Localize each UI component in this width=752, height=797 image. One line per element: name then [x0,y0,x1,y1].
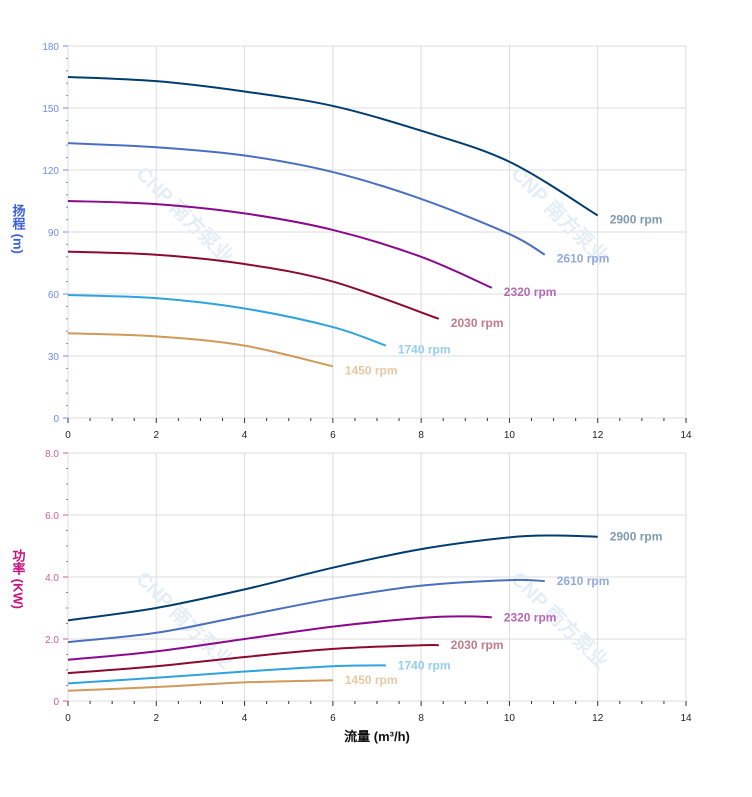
y-tick-label: 8.0 [45,449,59,460]
y-axis-label: 扬程 (m) [11,203,26,253]
y-tick-label: 6.0 [45,511,59,522]
x-tick-label: 12 [592,713,604,724]
y-tick-label: 120 [42,166,59,177]
x-axis-label: 流量 (m³/h) [344,729,410,744]
series-label: 1740 rpm [398,343,451,357]
watermark-logo: CNP 南方泵业 [131,162,238,269]
x-tick-label: 2 [154,430,160,441]
series-label: 2610 rpm [557,574,610,588]
series-label: 2030 rpm [451,638,504,652]
x-tick-label: 4 [242,430,248,441]
chart-panel-1: 0 2 4 6 8 10 12 14 0 2.0 4.0 6.0 8.0 功率 (KW) 流量 (m³/h)… [11,449,692,744]
x-tick-label: 14 [680,430,692,441]
y-tick-label: 90 [48,228,60,239]
y-axis-label: 功率 (KW) [11,549,26,609]
x-tick-label: 14 [680,713,692,724]
series-line-2900-rpm [67,534,598,622]
series-line-2030-rpm [67,250,440,320]
series-label: 1450 rpm [345,673,398,687]
series-line-1740-rpm [67,294,387,347]
x-tick-label: 8 [418,713,424,724]
y-tick-label: 180 [42,42,59,53]
chart-panel-0: 0 2 4 6 8 10 12 14 0 30 60 90 120 150 180 扬程 (m) CNP 南方泵… [11,42,692,441]
series-line-2320-rpm [67,615,492,661]
series-line-2610-rpm [67,578,545,644]
y-tick-label: 150 [42,104,59,115]
x-tick-label: 12 [592,430,604,441]
series-line-1740-rpm [67,664,386,685]
series-label: 2320 rpm [504,285,557,299]
x-tick-label: 8 [418,430,424,441]
y-tick-label: 60 [48,290,60,301]
series-label: 1450 rpm [345,363,398,377]
x-tick-label: 2 [154,713,160,724]
x-tick-label: 10 [504,430,516,441]
x-tick-label: 10 [504,713,516,724]
x-tick-label: 0 [65,430,71,441]
x-tick-label: 0 [65,713,71,724]
series-label: 2900 rpm [610,212,663,226]
series-line-2610-rpm [67,142,546,256]
series-label: 1740 rpm [398,658,451,672]
x-tick-label: 4 [242,713,248,724]
series-line-2900-rpm [67,76,599,217]
series-line-1450-rpm [67,679,333,692]
x-tick-label: 6 [330,430,336,441]
series-line-2030-rpm [67,643,439,675]
series-label: 2320 rpm [504,610,557,624]
y-tick-label: 4.0 [45,573,59,584]
y-tick-label: 2.0 [45,635,59,646]
series-label: 2030 rpm [451,316,504,330]
y-tick-label: 0 [53,414,59,425]
series-line-2320-rpm [67,200,493,289]
x-tick-label: 6 [330,713,336,724]
series-label: 2900 rpm [610,530,663,544]
series-line-1450-rpm [67,332,334,368]
y-tick-label: 0 [53,697,59,708]
y-tick-label: 30 [48,352,60,363]
series-label: 2610 rpm [557,252,610,266]
